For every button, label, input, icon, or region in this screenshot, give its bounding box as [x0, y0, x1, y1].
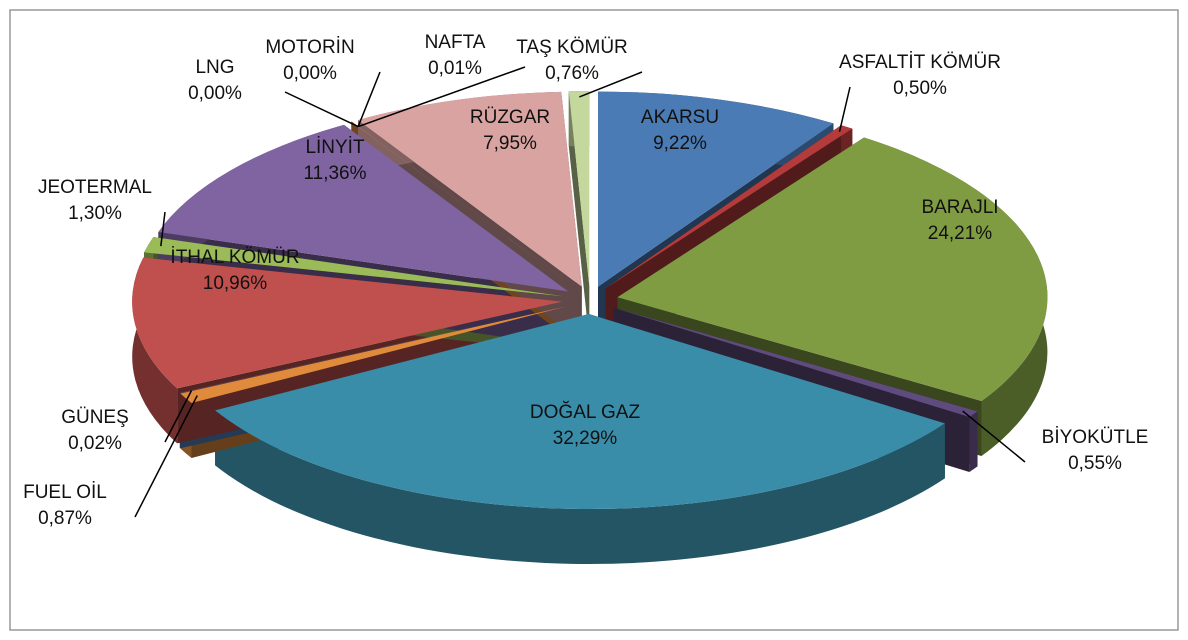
- value-label: 10,96%: [203, 273, 268, 294]
- slice-side: [132, 257, 178, 444]
- slice: [144, 236, 564, 297]
- slice: [351, 121, 576, 289]
- leader-line: [358, 66, 526, 128]
- slice: [180, 306, 566, 403]
- slice: [158, 124, 568, 292]
- slice: [568, 91, 590, 287]
- slice-side: [969, 411, 978, 473]
- slice-label: JEOTERMAL: [38, 177, 152, 198]
- value-label: 24,21%: [928, 223, 993, 244]
- value-label: 0,50%: [893, 78, 947, 99]
- slice-label: GÜNEŞ: [61, 407, 129, 428]
- value-label: 0,87%: [38, 508, 92, 529]
- value-label: 0,02%: [68, 433, 122, 454]
- slice-label: ASFALTİT KÖMÜR: [839, 52, 1001, 73]
- value-label: 7,95%: [483, 133, 537, 154]
- pie-tops: [132, 91, 1048, 509]
- slice: [613, 307, 978, 418]
- leader-line: [357, 71, 381, 127]
- leader-line: [134, 395, 198, 518]
- slice-label: NAFTA: [425, 32, 486, 53]
- slice-label: RÜZGAR: [470, 107, 550, 128]
- slice: [179, 306, 565, 394]
- leader-line: [160, 211, 166, 247]
- slice: [358, 91, 582, 287]
- slice: [215, 313, 945, 509]
- slice-label: LNG: [195, 57, 234, 78]
- leader-line: [284, 91, 359, 128]
- leader-line: [579, 71, 643, 98]
- leader-line: [962, 410, 1026, 463]
- slice: [132, 257, 563, 389]
- slice: [617, 137, 1048, 401]
- value-label: 0,76%: [545, 63, 599, 84]
- value-label: 0,01%: [428, 58, 482, 79]
- value-label: 0,00%: [283, 63, 337, 84]
- slice-label: İTHAL KÖMÜR: [170, 247, 299, 268]
- slice-side: [215, 410, 945, 564]
- slice-label: BARAJLI: [921, 197, 998, 218]
- slice: [605, 125, 853, 289]
- slice-label: MOTORİN: [265, 37, 354, 58]
- slice-label: DOĞAL GAZ: [530, 401, 641, 423]
- value-label: 9,22%: [653, 133, 707, 154]
- value-label: 1,30%: [68, 203, 122, 224]
- value-label: 11,36%: [303, 163, 366, 184]
- slice-label: AKARSU: [641, 107, 719, 128]
- slice-label: LİNYİT: [305, 137, 365, 158]
- slice-label: BİYOKÜTLE: [1042, 427, 1149, 448]
- slice-label: TAŞ KÖMÜR: [516, 37, 628, 58]
- slice-label: FUEL OİL: [23, 482, 107, 503]
- slice-wall: [568, 91, 590, 342]
- value-label: 0,00%: [188, 83, 242, 104]
- leader-line: [838, 86, 851, 132]
- value-label: 0,55%: [1068, 453, 1122, 474]
- labels: AKARSU 9,22% ASFALTİT KÖMÜR 0,50% BARAJLI 24,…: [23, 32, 1148, 529]
- value-label: 32,29%: [553, 428, 618, 449]
- slice: [597, 91, 834, 287]
- leader-line: [164, 390, 193, 443]
